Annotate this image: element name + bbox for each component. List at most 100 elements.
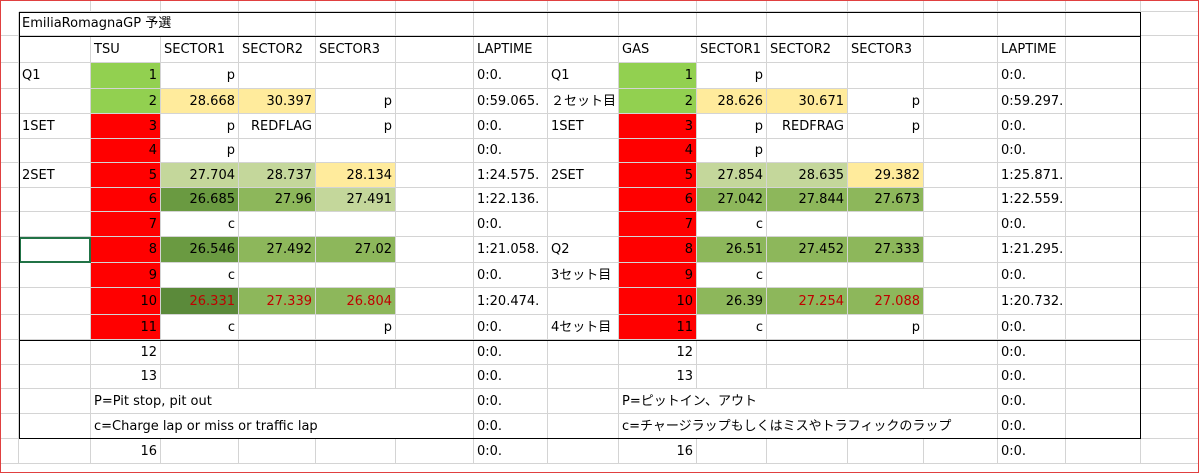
header-tsu[interactable]: TSU (91, 36, 161, 63)
session-label-cell[interactable] (19, 439, 91, 464)
note-gas[interactable]: c=チャージラップもしくはミスやトラフィックのラップ (619, 414, 998, 439)
sector-cell[interactable] (316, 365, 396, 389)
title-row-cell[interactable] (1066, 12, 1141, 36)
extra-cell[interactable] (1066, 188, 1141, 212)
sector-cell[interactable] (239, 439, 316, 464)
blank-cell[interactable] (396, 237, 474, 263)
lap-number-cell[interactable]: 8 (619, 237, 697, 263)
session-label-cell[interactable]: ２セット目 (548, 89, 619, 114)
gutter-cell[interactable] (0, 114, 19, 139)
sector-cell[interactable] (316, 439, 396, 464)
extra-cell[interactable] (1066, 89, 1141, 114)
gutter-cell[interactable] (0, 36, 19, 63)
sector-cell[interactable]: p (848, 315, 924, 340)
extra-cell[interactable] (1066, 439, 1141, 464)
title-row-cell[interactable] (848, 12, 924, 36)
session-label-cell[interactable] (548, 188, 619, 212)
laptime-cell[interactable]: 1:24.575. (474, 163, 548, 188)
header-blank[interactable] (548, 36, 619, 63)
extra-cell[interactable] (1066, 315, 1141, 340)
session-label-cell[interactable] (19, 365, 91, 389)
sector-cell[interactable] (697, 340, 767, 365)
extra-cell[interactable] (1141, 188, 1199, 212)
sector-cell[interactable]: 30.397 (239, 89, 316, 114)
sector-cell[interactable]: 26.331 (161, 288, 239, 315)
lap-number-cell[interactable]: 16 (619, 439, 697, 464)
top-strip-cell[interactable] (924, 0, 998, 12)
sector-cell[interactable]: 28.134 (316, 163, 396, 188)
sector-cell[interactable]: c (697, 212, 767, 237)
session-label-cell[interactable] (548, 414, 619, 439)
sector-cell[interactable]: 27.854 (697, 163, 767, 188)
laptime-cell[interactable]: 0:0. (474, 63, 548, 89)
top-strip-cell[interactable] (19, 0, 91, 12)
session-label-cell[interactable]: 2SET (19, 163, 91, 188)
sector-cell[interactable] (697, 439, 767, 464)
lap-number-cell[interactable]: 8 (91, 237, 161, 263)
sector-cell[interactable]: 27.339 (239, 288, 316, 315)
lap-number-cell[interactable]: 13 (91, 365, 161, 389)
title-row-cell[interactable] (998, 12, 1066, 36)
sector-cell[interactable] (161, 340, 239, 365)
sector-cell[interactable]: 27.704 (161, 163, 239, 188)
session-label-cell[interactable] (548, 389, 619, 414)
sector-cell[interactable]: 27.088 (848, 288, 924, 315)
header-sector3[interactable]: SECTOR3 (316, 36, 396, 63)
lap-number-cell[interactable]: 12 (619, 340, 697, 365)
session-label-cell[interactable] (19, 89, 91, 114)
extra-cell[interactable] (1141, 263, 1199, 288)
gutter-cell[interactable] (0, 237, 19, 263)
laptime-cell[interactable]: 0:0. (474, 365, 548, 389)
blank-cell[interactable] (924, 365, 998, 389)
blank-cell[interactable] (924, 263, 998, 288)
blank-cell[interactable] (924, 212, 998, 237)
note-tsu[interactable]: c=Charge lap or miss or traffic lap (91, 414, 474, 439)
session-label-cell[interactable] (19, 139, 91, 163)
top-strip-cell[interactable] (848, 0, 924, 12)
lap-number-cell[interactable]: 6 (619, 188, 697, 212)
session-label-cell[interactable] (548, 439, 619, 464)
sector-cell[interactable]: p (697, 114, 767, 139)
laptime-cell[interactable]: 1:21.295. (998, 237, 1066, 263)
sector-cell[interactable]: 27.96 (239, 188, 316, 212)
title-row-cell[interactable] (474, 12, 548, 36)
laptime-cell[interactable]: 1:22.559. (998, 188, 1066, 212)
laptime-cell[interactable]: 1:20.474. (474, 288, 548, 315)
sector-cell[interactable]: c (161, 263, 239, 288)
sector-cell[interactable] (848, 212, 924, 237)
extra-cell[interactable] (1066, 237, 1141, 263)
blank-cell[interactable] (396, 365, 474, 389)
sector-cell[interactable] (767, 315, 848, 340)
extra-cell[interactable] (1066, 114, 1141, 139)
lap-number-cell[interactable]: 2 (91, 89, 161, 114)
session-label-cell[interactable] (548, 212, 619, 237)
top-strip-cell[interactable] (619, 0, 697, 12)
blank-cell[interactable] (396, 263, 474, 288)
lap-number-cell[interactable]: 4 (91, 139, 161, 163)
sector-cell[interactable] (316, 340, 396, 365)
laptime-cell[interactable]: 0:0. (998, 389, 1066, 414)
gutter-cell[interactable] (0, 414, 19, 439)
laptime-cell[interactable]: 0:0. (474, 315, 548, 340)
session-label-cell[interactable]: 2SET (548, 163, 619, 188)
extra-cell[interactable] (1066, 263, 1141, 288)
sector-cell[interactable] (767, 212, 848, 237)
laptime-cell[interactable]: 0:0. (998, 63, 1066, 89)
header-blank[interactable] (396, 36, 474, 63)
session-label-cell[interactable]: 3セット目 (548, 263, 619, 288)
blank-cell[interactable] (396, 288, 474, 315)
blank-cell[interactable] (396, 89, 474, 114)
extra-cell[interactable] (1141, 139, 1199, 163)
extra-cell[interactable] (1066, 139, 1141, 163)
blank-cell[interactable] (924, 315, 998, 340)
lap-number-cell[interactable]: 3 (91, 114, 161, 139)
sector-cell[interactable]: 30.671 (767, 89, 848, 114)
extra-cell[interactable] (1141, 439, 1199, 464)
session-label-cell[interactable]: Q1 (548, 63, 619, 89)
sector-cell[interactable]: 26.546 (161, 237, 239, 263)
sector-cell[interactable] (848, 63, 924, 89)
gutter-cell[interactable] (0, 63, 19, 89)
gutter-cell[interactable] (0, 188, 19, 212)
sector-cell[interactable]: p (316, 315, 396, 340)
extra-cell[interactable] (1066, 414, 1141, 439)
